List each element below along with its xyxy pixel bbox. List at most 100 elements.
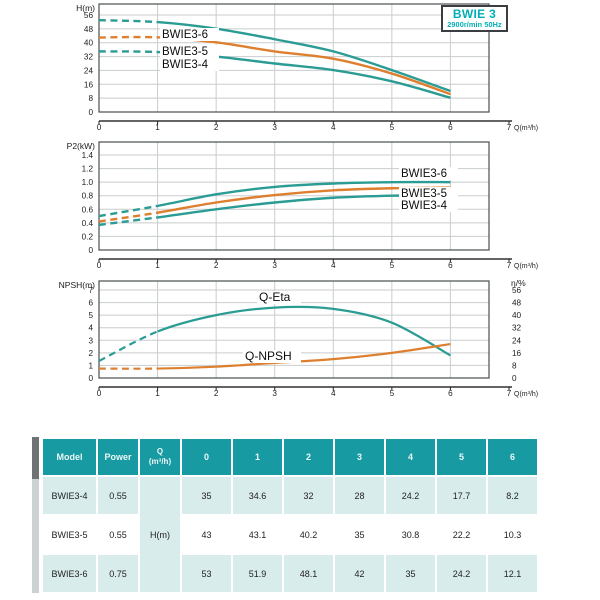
svg-text:2: 2 xyxy=(214,123,219,132)
curve-label-bg xyxy=(160,28,219,41)
value-cell: 24.2 xyxy=(386,477,435,514)
x-axis-title: Q(m³/h) xyxy=(514,263,538,270)
model-title-box: BWIE 3 2900r/min 50Hz xyxy=(441,5,508,32)
svg-text:6: 6 xyxy=(448,123,453,132)
column-header: 3 xyxy=(335,439,384,475)
performance-table: Model Power Q (m³/h) 0 1 2 3 4 5 6 BWIE3-4 0.55 H(m… xyxy=(41,437,539,594)
power-cell: 0.55 xyxy=(98,477,138,514)
chart-power-vs-flow: 0 0.2 0.4 0.6 0.8 1.0 1.2 1.4P2(kW) BWIE3-6 BWIE3… xyxy=(67,141,538,270)
y-axis-labels: 0 1 2 3 4 5 6 7 xyxy=(88,286,93,383)
model-speed: 2900r/min 50Hz xyxy=(447,20,502,29)
curve-label-bg xyxy=(160,45,219,58)
svg-text:0: 0 xyxy=(97,389,102,398)
svg-text:32: 32 xyxy=(512,324,522,333)
right-axis-title: η/% xyxy=(511,278,526,288)
svg-text:3: 3 xyxy=(272,261,277,270)
column-header: Model xyxy=(43,439,96,475)
curve-BWIE3-5 xyxy=(157,36,451,96)
curve-label-BWIE3-5: BWIE3-5 xyxy=(401,188,447,200)
scrollbar-thumb[interactable] xyxy=(32,437,39,479)
value-cell: 48.1 xyxy=(284,555,333,592)
curve-label-Q-Eta: Q-Eta xyxy=(259,290,291,304)
value-cell: 10.3 xyxy=(488,516,537,553)
model-cell: BWIE3-5 xyxy=(43,516,96,553)
value-cell: 34.6 xyxy=(233,477,282,514)
curve-BWIE3-4-dashed xyxy=(98,50,158,54)
column-header: Q (m³/h) xyxy=(140,439,180,475)
svg-text:0.4: 0.4 xyxy=(82,219,94,228)
svg-text:24: 24 xyxy=(84,66,94,75)
x-axis xyxy=(98,258,512,263)
curve-Q-Eta xyxy=(157,305,451,357)
svg-text:0.2: 0.2 xyxy=(82,232,94,241)
curve-label-bg xyxy=(399,167,458,180)
column-header: 6 xyxy=(488,439,537,475)
power-cell: 0.55 xyxy=(98,516,138,553)
table-row: BWIE3-6 0.75 53 51.9 48.1 42 35 24.2 12.1 xyxy=(43,555,537,592)
svg-text:4: 4 xyxy=(331,389,336,398)
svg-text:40: 40 xyxy=(512,311,522,320)
svg-text:5: 5 xyxy=(390,123,395,132)
x-axis-labels: 0 1 2 3 4 5 6 7 xyxy=(97,389,512,398)
x-axis-labels: 0 1 2 3 4 5 6 7 xyxy=(97,261,512,270)
chart-head-vs-flow: 08162432404856H(m)BWIE3-6BWIE3-5BWIE3-40… xyxy=(76,3,538,132)
curve-label-BWIE3-4: BWIE3-4 xyxy=(162,59,209,71)
x-axis-title: Q(m³/h) xyxy=(514,391,538,398)
curve-Q-Eta-dashed xyxy=(98,330,158,363)
value-cell: 24.2 xyxy=(437,555,486,592)
value-cell: 22.2 xyxy=(437,516,486,553)
scrollbar-track[interactable] xyxy=(32,437,39,593)
svg-text:1: 1 xyxy=(88,361,93,370)
svg-text:8: 8 xyxy=(88,94,93,103)
x-axis-labels: 0 1 2 3 4 5 6 7 xyxy=(97,123,512,132)
plot-border xyxy=(98,3,490,113)
svg-text:56: 56 xyxy=(84,11,94,20)
x-axis-title: Q(m³/h) xyxy=(514,125,538,132)
table-row: BWIE3-4 0.55 H(m) 35 34.6 32 28 24.2 17.7 8.2 xyxy=(43,477,537,592)
model-cell: BWIE3-4 xyxy=(43,477,96,514)
y-axis-title: NPSH(m) xyxy=(59,280,96,290)
table-row: BWIE3-5 0.55 43 43.1 40.2 35 30.8 22.2 10.3 xyxy=(43,516,537,553)
svg-text:6: 6 xyxy=(448,261,453,270)
svg-text:6: 6 xyxy=(88,299,93,308)
svg-text:4: 4 xyxy=(331,123,336,132)
x-axis xyxy=(98,120,512,125)
svg-text:56: 56 xyxy=(512,286,522,295)
curve-BWIE3-4 xyxy=(157,193,451,219)
value-cell: 43.1 xyxy=(233,516,282,553)
value-cell: 12.1 xyxy=(488,555,537,592)
pump-curves-panel: 0 8 16 24 32 40 48 56 H(m) BWIE3-6 BWIE3-5 BWIE3-4 0… xyxy=(59,3,538,398)
svg-text:8: 8 xyxy=(512,361,517,370)
value-cell: 17.7 xyxy=(437,477,486,514)
y-axis-title: H(m) xyxy=(76,3,95,13)
curve-label-BWIE3-4: BWIE3-4 xyxy=(401,200,448,212)
curve-BWIE3-6-dashed xyxy=(98,19,158,24)
gridlines xyxy=(99,142,489,250)
y-axis-labels: 0 0.2 0.4 0.6 0.8 1.0 1.2 1.4 xyxy=(82,151,94,255)
svg-text:48: 48 xyxy=(512,299,522,308)
curve-label-BWIE3-5: BWIE3-5 xyxy=(162,46,208,58)
curve-Q-NPSH xyxy=(157,342,451,370)
value-cell: 40.2 xyxy=(284,516,333,553)
svg-text:6: 6 xyxy=(448,389,453,398)
svg-text:0.6: 0.6 xyxy=(82,205,94,214)
svg-text:40: 40 xyxy=(84,39,94,48)
svg-text:5: 5 xyxy=(390,261,395,270)
unit-cell: H(m) xyxy=(140,477,180,592)
svg-text:0: 0 xyxy=(88,246,93,255)
svg-text:1: 1 xyxy=(155,261,160,270)
svg-text:3: 3 xyxy=(88,336,93,345)
curve-BWIE3-4-dashed xyxy=(98,216,158,227)
svg-text:0: 0 xyxy=(97,261,102,270)
curve-label-bg xyxy=(243,350,301,363)
svg-text:0: 0 xyxy=(88,108,93,117)
value-cell: 43 xyxy=(182,516,231,553)
curve-label-BWIE3-6: BWIE3-6 xyxy=(162,29,208,41)
column-header: 5 xyxy=(437,439,486,475)
column-header: 0 xyxy=(182,439,231,475)
power-cell: 0.75 xyxy=(98,555,138,592)
curve-BWIE3-5 xyxy=(157,186,451,214)
model-name: BWIE 3 xyxy=(452,7,497,21)
svg-text:3: 3 xyxy=(272,389,277,398)
column-header: 1 xyxy=(233,439,282,475)
